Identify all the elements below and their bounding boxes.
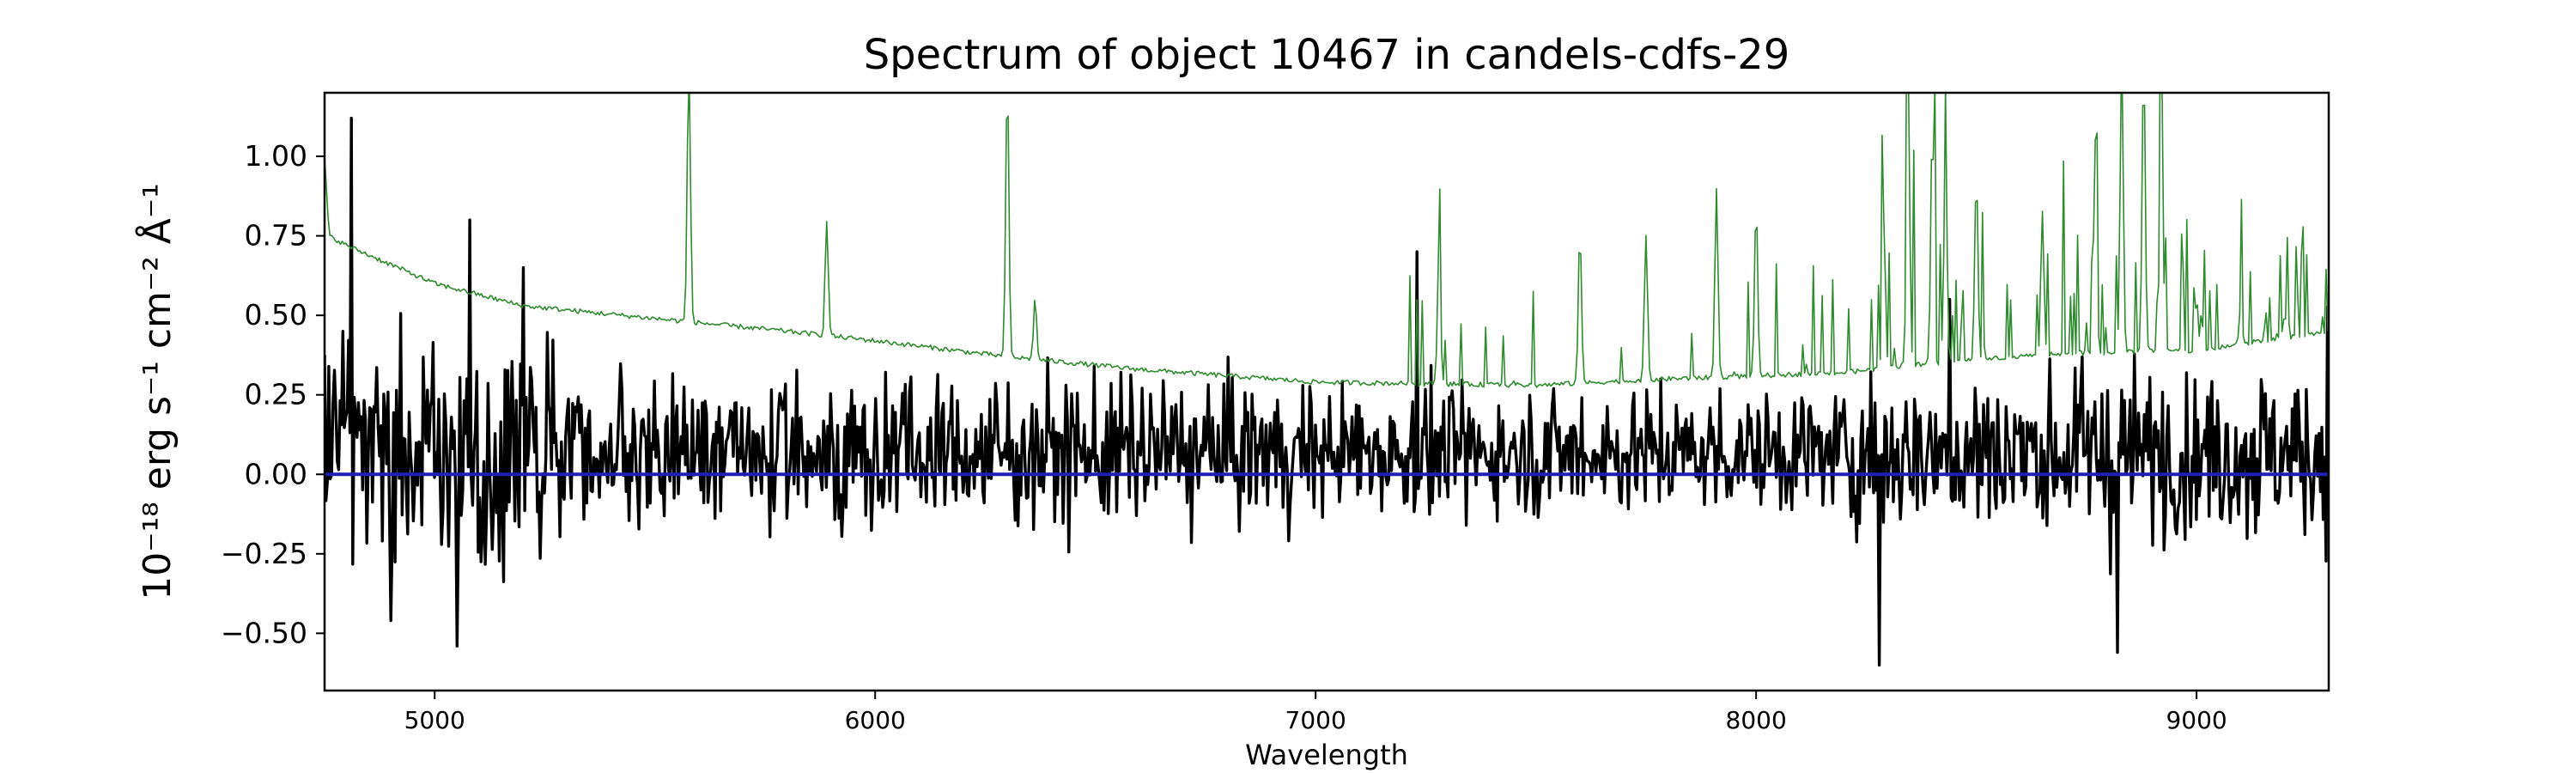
y-tick-label: 1.00 (245, 139, 307, 173)
series-flux-line (325, 116, 2329, 667)
x-tick-label: 9000 (2166, 706, 2227, 734)
y-tick-label: 0.50 (245, 298, 307, 332)
y-tick-label: 0.25 (245, 378, 307, 411)
plot-frame (323, 91, 2330, 692)
x-tick-label: 7000 (1285, 706, 1346, 734)
series-error-line (325, 93, 2329, 388)
x-axis-label: Wavelength (1245, 739, 1408, 771)
x-tick-label: 5000 (404, 706, 465, 734)
y-axis-label: 10⁻¹⁸ erg s⁻¹ cm⁻² Å⁻¹ (134, 183, 179, 600)
y-tick-label: −0.50 (221, 616, 307, 649)
chart-title: Spectrum of object 10467 in candels-cdfs… (864, 31, 1790, 79)
y-tick-label: 0.75 (245, 219, 307, 253)
y-tick-label: 0.00 (245, 457, 307, 490)
x-tick-label: 8000 (1726, 706, 1787, 734)
x-tick-label: 6000 (845, 706, 906, 734)
y-tick-label: −0.25 (221, 537, 307, 570)
